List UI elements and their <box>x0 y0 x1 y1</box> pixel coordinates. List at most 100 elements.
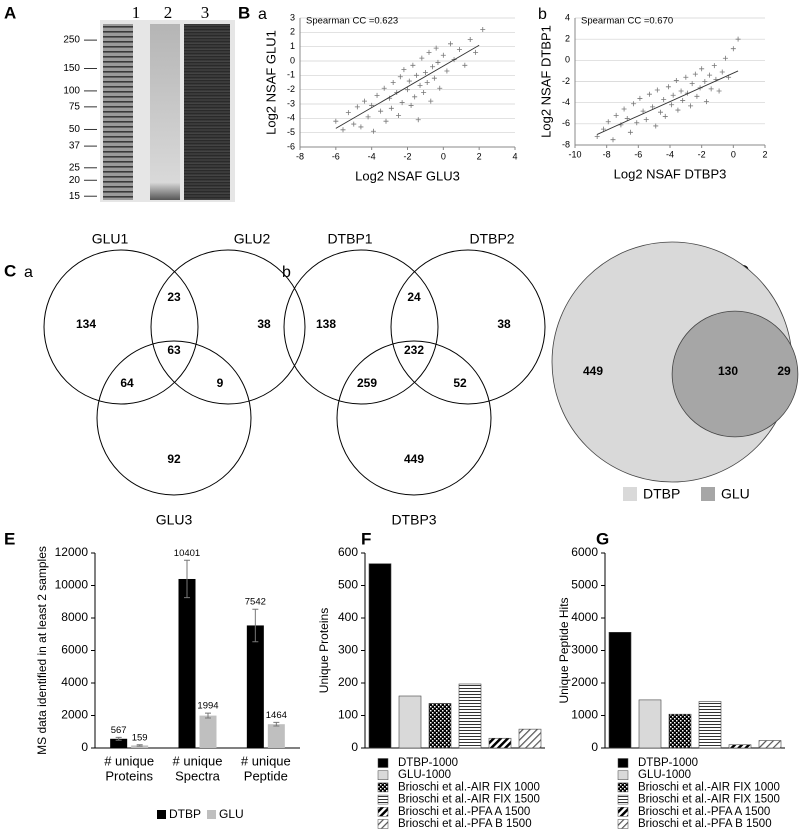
scatter-point <box>406 78 412 84</box>
scatter-point <box>624 116 630 122</box>
x-tick-label: -8 <box>296 151 304 161</box>
subpanel-label: a <box>258 6 267 23</box>
panel-label: F <box>361 529 371 548</box>
bar <box>608 631 632 749</box>
scatter-point <box>678 88 684 94</box>
legend-swatch <box>617 794 629 805</box>
y-axis-label: Log2 NSAF DTBP1 <box>538 25 553 138</box>
scatter-point <box>627 129 633 135</box>
y-tick-label: 0 <box>591 740 598 754</box>
scatter-point <box>650 104 656 110</box>
y-tick-label: -1 <box>287 70 295 80</box>
marker-label: 50 <box>69 124 81 135</box>
scatter-point <box>467 37 473 42</box>
scatter-point <box>692 71 698 77</box>
scatter-point <box>374 92 380 98</box>
y-tick-label: 1000 <box>571 708 598 722</box>
value-label: 10401 <box>174 548 200 559</box>
x-tick-label: 0 <box>731 149 736 159</box>
value-label: 1464 <box>266 710 287 721</box>
scatter-point <box>658 109 663 115</box>
x-axis-label: Log2 NSAF GLU3 <box>355 168 460 183</box>
scatter-point <box>711 63 717 69</box>
scatter-point <box>462 62 468 68</box>
marker-label: 250 <box>63 35 80 46</box>
scatter-point <box>646 91 652 97</box>
scatter-point <box>613 112 619 118</box>
x-tick-label: Peptide <box>244 768 288 783</box>
x-tick-label: -4 <box>666 149 674 159</box>
scatter-point <box>333 118 339 124</box>
panel-label: C <box>4 261 16 280</box>
legend-label: Brioschi et al.-PFA A 1500 <box>398 806 530 818</box>
scatter-point <box>480 26 486 32</box>
y-tick-label: 3000 <box>571 643 598 657</box>
scatter-point <box>383 118 389 124</box>
value-label: 7542 <box>245 597 266 608</box>
lane-label: 1 <box>132 3 141 22</box>
region-count: 38 <box>257 317 271 331</box>
scatter-point <box>424 80 430 85</box>
bar <box>638 699 662 749</box>
scatter-point <box>703 99 709 105</box>
region-count: 232 <box>404 343 424 357</box>
bar <box>199 715 217 748</box>
bar <box>728 744 752 749</box>
marker-label: 37 <box>69 141 81 152</box>
scatter-point <box>397 74 403 80</box>
scatter-point <box>601 126 606 132</box>
legend-label: Brioschi et al.-AIR FIX 1500 <box>398 794 540 806</box>
legend-label: DTBP <box>169 807 201 821</box>
y-tick-label: 0 <box>565 55 570 65</box>
legend-swatch <box>377 758 389 768</box>
y-axis-label: MS data identified in at least 2 samples <box>35 546 49 755</box>
lane-label: 2 <box>164 3 173 22</box>
scatter-point <box>412 94 418 100</box>
legend-label: GLU <box>721 486 750 502</box>
scatter-point <box>365 114 371 120</box>
scatter-point <box>716 88 722 94</box>
y-tick-label: 2000 <box>61 708 88 722</box>
scatter-point <box>610 137 616 143</box>
bar <box>246 625 264 748</box>
scatter-point <box>428 98 434 104</box>
set-label: GLU2 <box>234 231 271 247</box>
scatter-point <box>408 102 414 108</box>
y-axis-label: Unique Peptide Hits <box>557 597 571 703</box>
y-tick-label: -6 <box>562 118 570 128</box>
region-count: 38 <box>497 317 511 331</box>
y-tick-label: 0 <box>81 740 88 754</box>
legend-swatch <box>377 770 389 780</box>
x-tick-label: Spectra <box>175 768 221 783</box>
set-label: GLU1 <box>92 231 129 247</box>
scatter-point <box>390 80 396 85</box>
error-bar <box>273 721 280 727</box>
scatter-point <box>351 121 357 127</box>
legend-label: GLU-1000 <box>638 769 691 781</box>
x-axis-label: Log2 NSAF DTBP3 <box>614 166 727 181</box>
legend-label: Brioschi et al.-PFA B 1500 <box>398 818 532 830</box>
annotation: Spearman CC =0.623 <box>306 16 398 27</box>
gel-lane <box>184 24 230 200</box>
scatter-point <box>362 98 367 104</box>
value-label: 567 <box>111 725 127 736</box>
scatter-point <box>388 105 394 111</box>
x-tick-label: -10 <box>568 149 581 159</box>
error-bar <box>184 559 190 599</box>
scatter-point <box>680 98 686 104</box>
x-tick-label: -4 <box>368 151 376 161</box>
marker-label: 20 <box>69 175 81 186</box>
y-tick-label: 0 <box>290 55 295 65</box>
scatter-point <box>637 95 643 101</box>
y-tick-label: 100 <box>338 708 358 722</box>
venn-circle <box>96 340 252 496</box>
gel-lane <box>150 24 180 200</box>
legend-swatch <box>617 758 629 768</box>
region-count: 29 <box>777 364 791 378</box>
scatter-point <box>662 113 668 119</box>
scatter-point <box>405 87 410 93</box>
region-count: 134 <box>76 317 96 331</box>
legend-swatch <box>377 819 389 829</box>
scatter-point <box>735 36 741 42</box>
